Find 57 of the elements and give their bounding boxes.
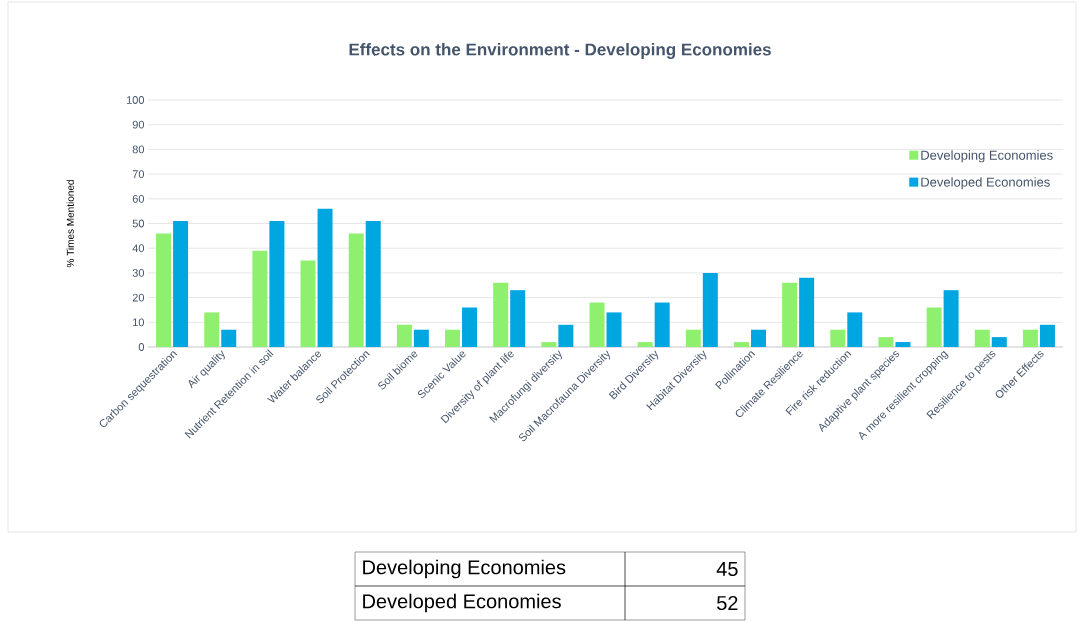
bar: [782, 282, 798, 347]
bar: [445, 329, 461, 347]
bar: [1039, 324, 1055, 347]
bar: [943, 290, 959, 347]
text: Developed Economies: [363, 593, 561, 613]
bar: [348, 233, 364, 347]
chart-title: Effects on the Environment - Developing Economies: [349, 43, 771, 59]
bar: [606, 312, 622, 347]
bar: [317, 208, 333, 347]
y-tick-label: 100: [126, 96, 145, 104]
bar: [558, 324, 574, 347]
bar: [252, 250, 268, 347]
bar: [589, 302, 605, 347]
bar: [300, 260, 316, 347]
y-axis-title: % Times Mentioned: [66, 180, 74, 268]
y-tick-label: 80: [132, 145, 145, 154]
bar: [156, 233, 172, 347]
bar: [750, 329, 766, 347]
bar: [493, 282, 509, 347]
text: 45: [716, 562, 738, 576]
y-tick-label: 70: [132, 170, 145, 178]
y-tick-label: 30: [132, 269, 145, 277]
bar: [637, 342, 653, 347]
bar: [269, 221, 285, 347]
bar: [991, 337, 1007, 347]
bar: [847, 312, 863, 347]
bar: [702, 272, 718, 347]
bar: [895, 342, 911, 347]
y-tick-label: 20: [132, 293, 145, 302]
bar: [396, 324, 412, 347]
y-tick-label: 90: [132, 120, 145, 129]
bar: [1022, 329, 1038, 347]
bar: [799, 277, 815, 347]
y-tick-label: 10: [133, 318, 145, 327]
bar: [510, 290, 526, 347]
y-tick-label: 60: [132, 194, 145, 203]
bar: [830, 329, 846, 347]
bar: [365, 221, 381, 347]
legend-label: Developing Economies: [921, 150, 1053, 163]
bar: [173, 221, 189, 347]
y-tick-label: 0: [138, 343, 145, 351]
text: Developing Economies: [363, 559, 566, 579]
bar: [462, 307, 478, 347]
bar: [413, 329, 429, 347]
bar: [541, 342, 557, 347]
legend-label: Developed Economies: [921, 177, 1050, 190]
bar: [974, 329, 990, 347]
bar: [878, 337, 894, 347]
bar: [654, 302, 670, 347]
y-tick-label: 50: [132, 219, 145, 228]
bar: [685, 329, 701, 347]
bar: [926, 307, 942, 347]
y-tick-label: 40: [132, 244, 145, 253]
text: 52: [717, 595, 738, 611]
bar: [733, 342, 749, 347]
bar: [204, 312, 220, 347]
bar: [221, 329, 237, 347]
